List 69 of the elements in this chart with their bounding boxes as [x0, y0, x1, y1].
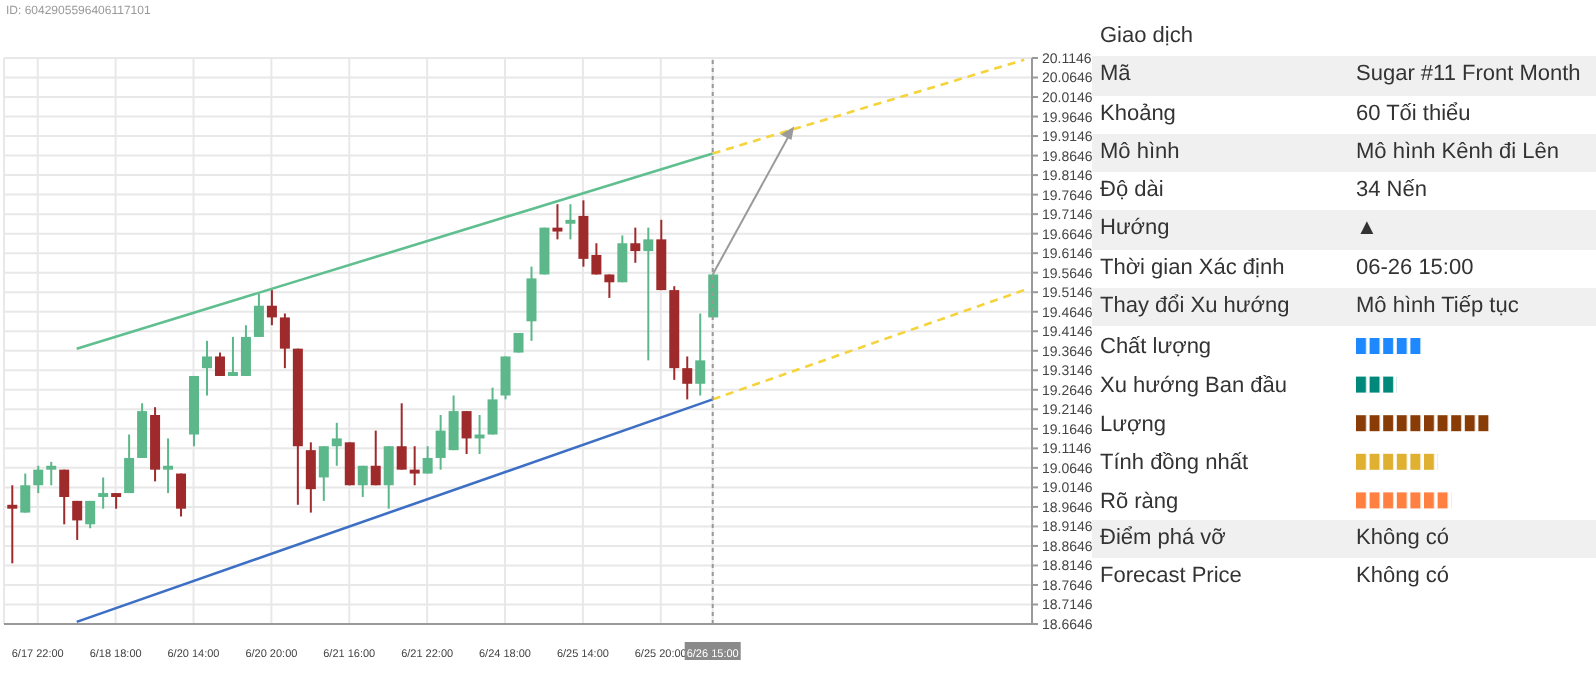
candlestick	[33, 464, 44, 495]
category-label: Thời gian Xác định	[1100, 255, 1285, 280]
candlestick	[409, 445, 420, 487]
text: 60 Tối thiểu	[1356, 101, 1471, 126]
category-label: Mã	[1100, 62, 1131, 87]
bar	[1356, 454, 1438, 471]
text: Sugar #11 Front Month	[1356, 62, 1581, 87]
annotation: Không có	[1356, 525, 1449, 550]
candlestick	[552, 203, 563, 241]
y-tick-label: Tính đồng nhất	[1100, 451, 1249, 476]
candlestick	[513, 332, 524, 354]
category-label: Điểm phá vỡ	[1100, 525, 1226, 550]
candlestick	[682, 355, 693, 401]
candlestick	[695, 312, 706, 397]
text: 06-26 15:00	[1356, 255, 1474, 280]
candlestick	[137, 402, 148, 459]
candlestick	[59, 468, 70, 526]
candlestick	[318, 445, 329, 502]
candlestick	[176, 472, 187, 518]
category-label: Giao dịch	[1100, 24, 1193, 48]
y-tick-label: Lượng	[1100, 413, 1166, 438]
bar	[1356, 415, 1492, 432]
candlestick	[461, 410, 472, 456]
category-label: Khoảng	[1100, 101, 1176, 126]
candlestick	[98, 476, 109, 510]
text: 34 Nến	[1356, 178, 1427, 203]
candlestick	[643, 226, 654, 362]
candlestick	[344, 441, 355, 487]
y-tick-label: Chất lượng	[1100, 336, 1212, 361]
bar	[1356, 493, 1452, 510]
candlestick	[604, 273, 615, 299]
category-label: Forecast Price	[1100, 564, 1242, 589]
candlestick	[357, 464, 368, 498]
candlestick	[487, 386, 498, 436]
candlestick	[383, 445, 394, 510]
text: ▲	[1356, 216, 1378, 241]
candlestick	[266, 289, 277, 327]
candlestick	[124, 433, 135, 495]
candlestick	[163, 437, 174, 495]
category-label: Hướng	[1100, 216, 1170, 241]
category-label: Thay đổi Xu hướng	[1100, 294, 1290, 319]
candlestick	[20, 472, 31, 514]
y-tick-label: Xu hướng Ban đầu	[1100, 374, 1287, 399]
candlestick	[331, 421, 342, 467]
candlestick	[72, 499, 83, 541]
text: Không có	[1356, 564, 1449, 589]
candlestick	[617, 234, 628, 284]
bar	[1356, 338, 1424, 355]
candlestick	[46, 460, 57, 487]
candlestick	[565, 203, 576, 241]
candlestick	[422, 445, 433, 475]
candlestick	[279, 312, 290, 370]
candlestick	[85, 499, 96, 530]
candlestick	[201, 339, 212, 397]
candlestick	[526, 265, 537, 342]
candlestick	[7, 484, 18, 565]
bar	[1356, 377, 1397, 394]
candlestick	[370, 429, 381, 487]
text: Mô hình Kênh đi Lên	[1356, 139, 1560, 164]
candlestick	[305, 441, 316, 514]
category-label: Mô hình	[1100, 139, 1180, 164]
candlestick	[214, 351, 225, 377]
text: Mô hình Tiếp tục	[1356, 294, 1519, 319]
candlestick	[396, 402, 407, 471]
candlestick	[500, 355, 511, 401]
candlestick	[253, 293, 264, 338]
candlestick	[630, 226, 641, 264]
category-label: Độ dài	[1100, 178, 1164, 203]
y-tick-label: Rõ ràng	[1100, 490, 1179, 515]
